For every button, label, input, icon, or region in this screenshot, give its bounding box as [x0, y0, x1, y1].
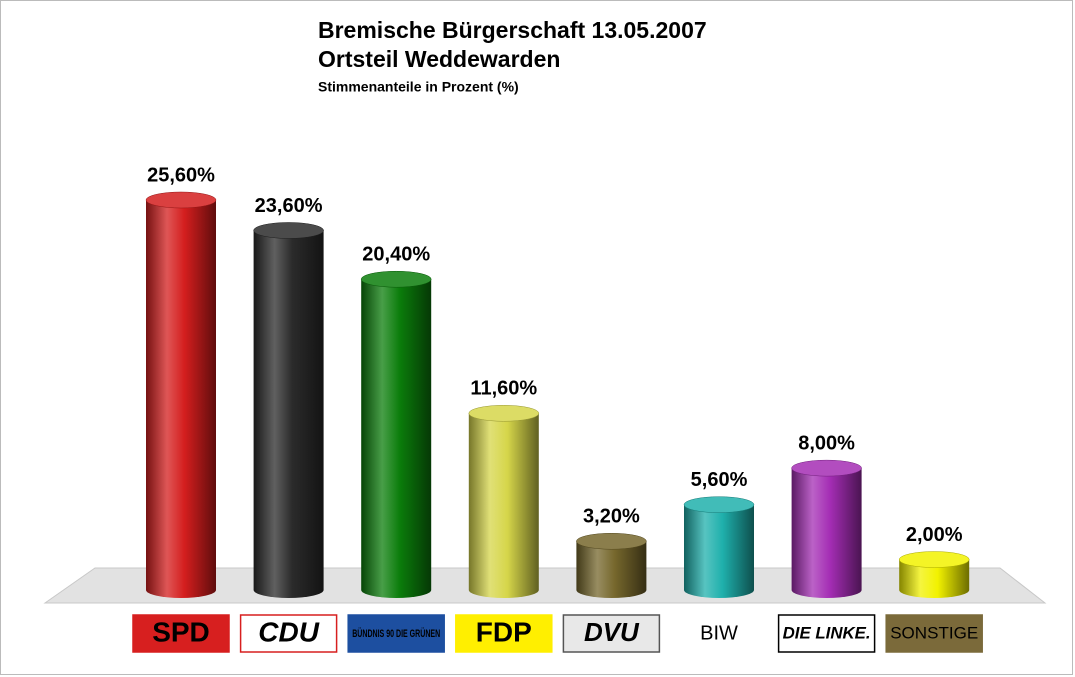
x-tick-label: BIW	[700, 622, 738, 644]
category-logo	[562, 614, 661, 653]
value-label: 25,60%	[147, 164, 215, 186]
bar-top	[468, 405, 540, 422]
bar	[576, 541, 647, 598]
x-tick-label: SONSTIGE	[890, 623, 978, 642]
category-logo	[885, 614, 983, 653]
bar	[253, 230, 324, 598]
bar-top	[253, 222, 324, 239]
value-label: 2,00%	[906, 524, 963, 546]
x-tick-label: FDP	[476, 616, 532, 647]
value-label: 5,60%	[691, 469, 748, 491]
x-tick-label: SPD	[152, 616, 210, 647]
chart-subtitle: Ortsteil Weddewarden	[318, 46, 560, 72]
category-logo	[239, 614, 338, 653]
value-label: 8,00%	[798, 432, 855, 454]
bar	[791, 468, 862, 598]
bar-top	[898, 551, 970, 568]
x-tick-label: CDU	[258, 616, 319, 647]
bar-top	[145, 191, 217, 209]
bar	[468, 413, 539, 598]
x-tick-label: DVU	[584, 617, 640, 647]
chart-title: Bremische Bürgerschaft 13.05.2007	[318, 17, 707, 43]
value-label: 3,20%	[583, 506, 640, 528]
bar-top	[791, 459, 862, 477]
bar-top	[576, 533, 647, 550]
bar	[361, 279, 432, 598]
value-label: 20,40%	[362, 244, 430, 266]
bar	[684, 504, 754, 598]
bar	[899, 559, 970, 598]
bar	[146, 200, 216, 598]
category-logo	[777, 614, 876, 653]
category-logo	[455, 614, 553, 653]
bar-top	[360, 270, 432, 288]
x-tick-label: BÜNDNIS 90 DIE GRÜNEN	[352, 627, 440, 640]
bar-top	[683, 496, 755, 513]
value-label: 11,60%	[470, 378, 537, 400]
category-logo	[347, 614, 445, 653]
value-label: 23,60%	[255, 195, 323, 217]
axis-label: Stimmenanteile in Prozent (%)	[318, 79, 519, 95]
x-tick-label: DIE LINKE.	[783, 623, 871, 642]
category-logo	[132, 614, 230, 653]
